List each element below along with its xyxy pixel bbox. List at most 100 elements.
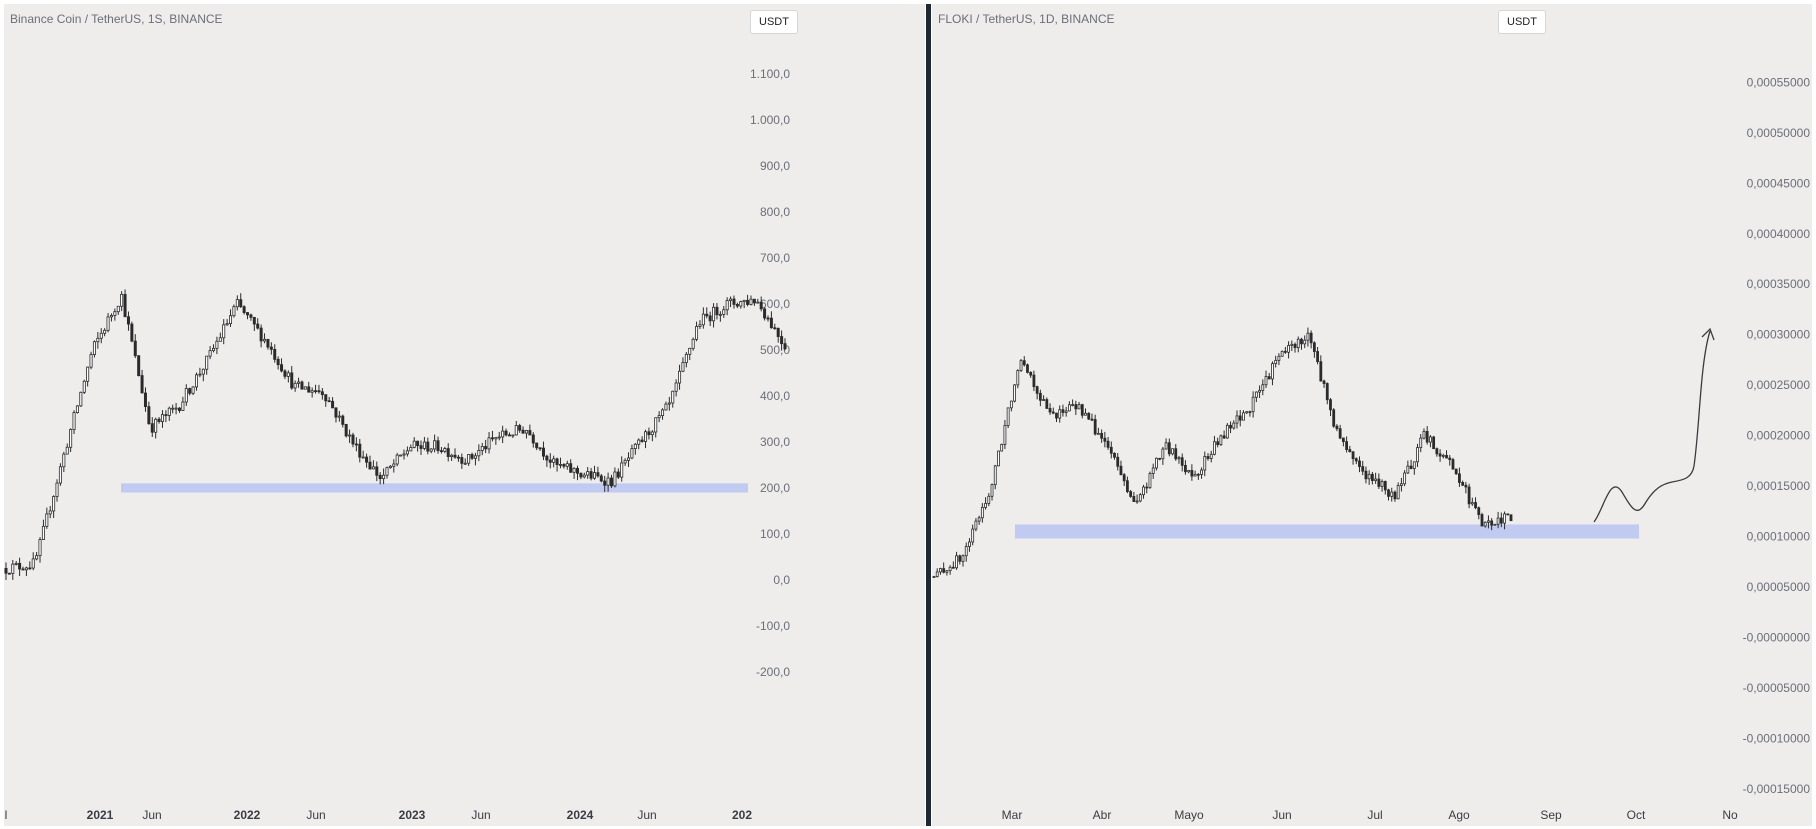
- candle-up: [1164, 442, 1168, 450]
- candle-down: [1035, 386, 1039, 394]
- candle-down: [647, 431, 651, 436]
- y-axis-tick-label: 0,00040000: [1747, 227, 1811, 241]
- candle-down: [1425, 430, 1429, 443]
- y-axis-tick-label: -100,0: [756, 619, 790, 633]
- candle-down: [1338, 428, 1342, 439]
- candle-up: [1213, 441, 1216, 455]
- candle-down: [426, 441, 430, 452]
- candle-down: [327, 400, 331, 403]
- candle-up: [82, 380, 86, 393]
- candle-down: [1325, 383, 1329, 401]
- candle-down: [555, 458, 559, 466]
- candle-down: [276, 358, 280, 366]
- floki-currency-button[interactable]: USDT: [1498, 10, 1546, 34]
- candle-up: [1483, 521, 1487, 527]
- candle-down: [1499, 517, 1503, 524]
- y-axis-tick-label: 400,0: [760, 389, 790, 403]
- candle-down: [1022, 360, 1026, 366]
- candle-down: [579, 472, 583, 478]
- candle-down: [1509, 514, 1513, 522]
- candle-up: [939, 568, 942, 573]
- candle-down: [1464, 484, 1468, 488]
- pane-divider[interactable]: [926, 4, 931, 826]
- candle-up: [1412, 461, 1416, 469]
- candle-down: [453, 454, 457, 458]
- candle-up: [443, 448, 447, 452]
- candle-down: [1222, 435, 1226, 439]
- candle-down: [256, 323, 260, 329]
- candle-up: [1000, 444, 1004, 452]
- candle-up: [154, 418, 158, 433]
- candle-down: [1126, 480, 1129, 492]
- candle-down: [1113, 452, 1116, 458]
- y-axis-tick-label: -0,00015000: [1743, 782, 1811, 796]
- candle-up: [1003, 425, 1007, 445]
- candle-up: [749, 298, 753, 305]
- candle-down: [1180, 457, 1184, 466]
- candle-up: [742, 299, 746, 303]
- floki-chart-pane[interactable]: 0,00055000 0,00050000 0,00045000 0,00040000…: [932, 4, 1812, 826]
- candle-up: [1280, 350, 1284, 357]
- candle-down: [273, 348, 277, 360]
- candle-up: [955, 555, 958, 569]
- candle-up: [1171, 448, 1174, 455]
- candle-up: [1374, 478, 1378, 481]
- candle-up: [1142, 486, 1145, 496]
- candle-up: [1209, 453, 1213, 459]
- bnb-chart-canvas[interactable]: 1.100,0 1.000,0 900,0 800,0 700,0 600,0 500,0 4…: [4, 4, 925, 826]
- bnb-chart-pane[interactable]: 1.100,0 1.000,0 900,0 800,0 700,0 600,0 500,0 4…: [4, 4, 925, 826]
- candle-up: [402, 453, 406, 456]
- candle-up: [980, 507, 984, 519]
- candle-up: [116, 305, 120, 313]
- support-zone: [121, 483, 748, 493]
- candle-down: [1048, 408, 1052, 413]
- candle-up: [487, 437, 491, 450]
- candle-up: [433, 440, 437, 450]
- candle-up: [756, 301, 760, 304]
- y-axis-tick-label: 100,0: [760, 527, 790, 541]
- candle-down: [1319, 361, 1323, 382]
- candle-up: [684, 353, 688, 363]
- candle-down: [368, 461, 372, 470]
- candle-up: [11, 563, 15, 574]
- candle-down: [1432, 436, 1436, 450]
- candle-up: [1287, 345, 1290, 353]
- candle-up: [678, 370, 682, 384]
- candle-up: [1203, 456, 1207, 471]
- candle-down: [436, 440, 440, 452]
- candle-down: [1184, 464, 1187, 473]
- candle-down: [1322, 380, 1326, 384]
- candle-up: [263, 338, 267, 342]
- candle-up: [688, 347, 692, 355]
- candle-up: [664, 403, 668, 411]
- candle-down: [783, 343, 787, 350]
- candle-up: [450, 454, 454, 457]
- candle-up: [477, 450, 481, 457]
- candle-down: [130, 323, 134, 342]
- candle-down: [1090, 418, 1094, 421]
- candle-up: [974, 520, 978, 530]
- candle-up: [1235, 415, 1239, 424]
- candle-up: [993, 465, 997, 486]
- floki-chart-canvas[interactable]: 0,00055000 0,00050000 0,00045000 0,00040000…: [932, 4, 1812, 826]
- x-axis-tick-label: Ago: [1448, 808, 1470, 822]
- candle-up: [1084, 412, 1087, 416]
- bnb-currency-button[interactable]: USDT: [750, 10, 798, 34]
- candle-down: [603, 480, 607, 486]
- candle-down: [147, 406, 151, 425]
- candle-up: [620, 462, 624, 478]
- y-axis-tick-label: -200,0: [756, 665, 790, 679]
- candle-up: [990, 484, 994, 497]
- candle-down: [378, 474, 382, 480]
- candle-up: [89, 354, 93, 368]
- candle-down: [351, 434, 355, 445]
- candle-down: [456, 456, 460, 459]
- y-axis-tick-label: 800,0: [760, 205, 790, 219]
- candle-up: [388, 465, 392, 469]
- candle-up: [637, 439, 641, 445]
- candle-down: [1348, 449, 1352, 453]
- candle-down: [358, 443, 362, 458]
- candle-up: [695, 326, 699, 340]
- candle-up: [1422, 430, 1426, 439]
